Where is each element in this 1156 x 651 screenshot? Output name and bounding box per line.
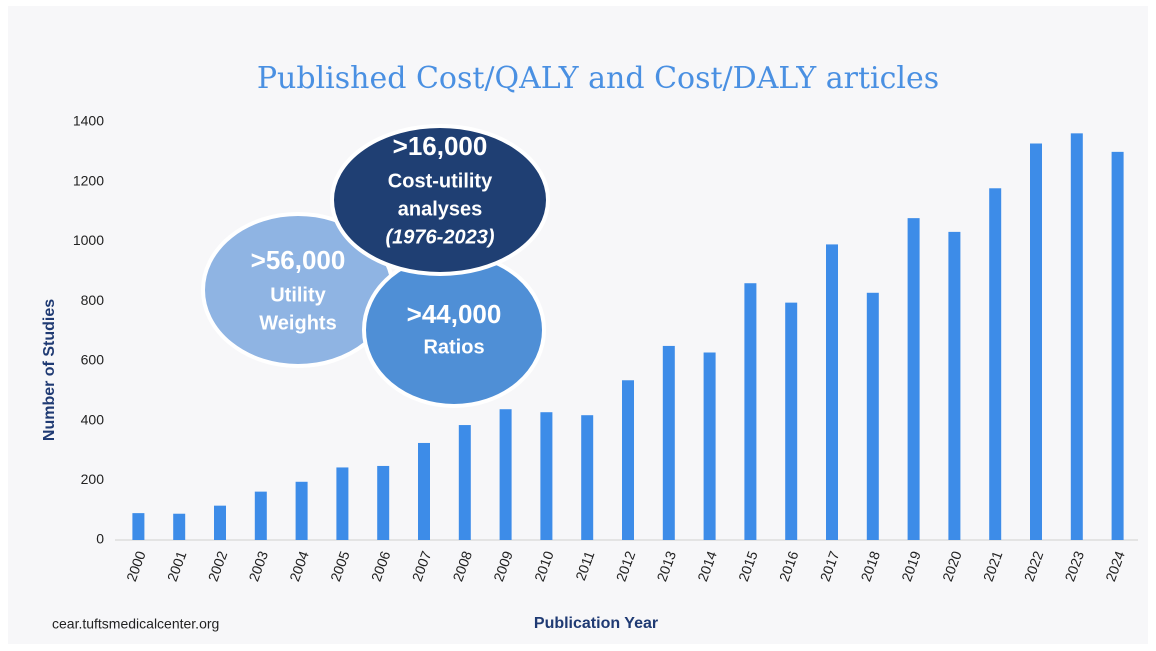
bar — [989, 188, 1002, 541]
bar — [214, 505, 226, 540]
bubble-text: >44,000 — [407, 299, 502, 329]
bubble-text: >56,000 — [251, 245, 346, 275]
bar — [1111, 151, 1124, 540]
y-tick-label: 1000 — [73, 232, 104, 248]
y-tick-label: 1400 — [73, 113, 104, 129]
panel — [8, 6, 1148, 644]
bubble-text: Cost-utility — [388, 170, 493, 192]
bar — [173, 513, 186, 540]
bar — [377, 465, 390, 540]
bubble — [362, 252, 546, 408]
bar — [295, 481, 308, 540]
bubble — [330, 124, 550, 276]
bar — [662, 345, 675, 540]
y-tick-label: 1200 — [73, 172, 104, 188]
bubble-text: Weights — [259, 312, 336, 334]
bubble-text: analyses — [398, 198, 483, 220]
y-tick-label: 800 — [81, 292, 105, 308]
bar — [703, 352, 716, 540]
bar — [336, 467, 349, 540]
bar — [948, 231, 961, 541]
bubble-text: >16,000 — [393, 131, 488, 161]
bar — [581, 415, 594, 540]
source: cear.tuftsmedicalcenter.org — [52, 616, 219, 632]
bar — [458, 425, 471, 540]
bubble-text: Utility — [270, 284, 326, 306]
bar — [866, 292, 879, 540]
y-tick-label: 400 — [81, 411, 105, 427]
bar — [785, 302, 798, 540]
bar — [1030, 143, 1042, 541]
y-tick-label: 600 — [81, 352, 105, 368]
bar — [418, 442, 430, 540]
bar — [826, 244, 838, 540]
bar — [499, 409, 512, 540]
chart-title: Published Cost/QALY and Cost/DALY articl… — [257, 61, 939, 96]
bar — [744, 283, 757, 540]
y-tick-label: 200 — [81, 471, 105, 487]
bubble-text: Ratios — [423, 336, 484, 358]
x-axis-label: Publication Year — [534, 615, 658, 632]
y-axis-label: Number of Studies — [41, 299, 58, 441]
bar — [540, 412, 553, 540]
bar — [622, 380, 634, 540]
bar — [1070, 133, 1083, 541]
bar — [907, 218, 920, 540]
bar — [254, 491, 267, 540]
bubble-text: (1976-2023) — [386, 226, 495, 248]
bar — [132, 513, 145, 540]
y-tick-label: 0 — [96, 531, 104, 547]
